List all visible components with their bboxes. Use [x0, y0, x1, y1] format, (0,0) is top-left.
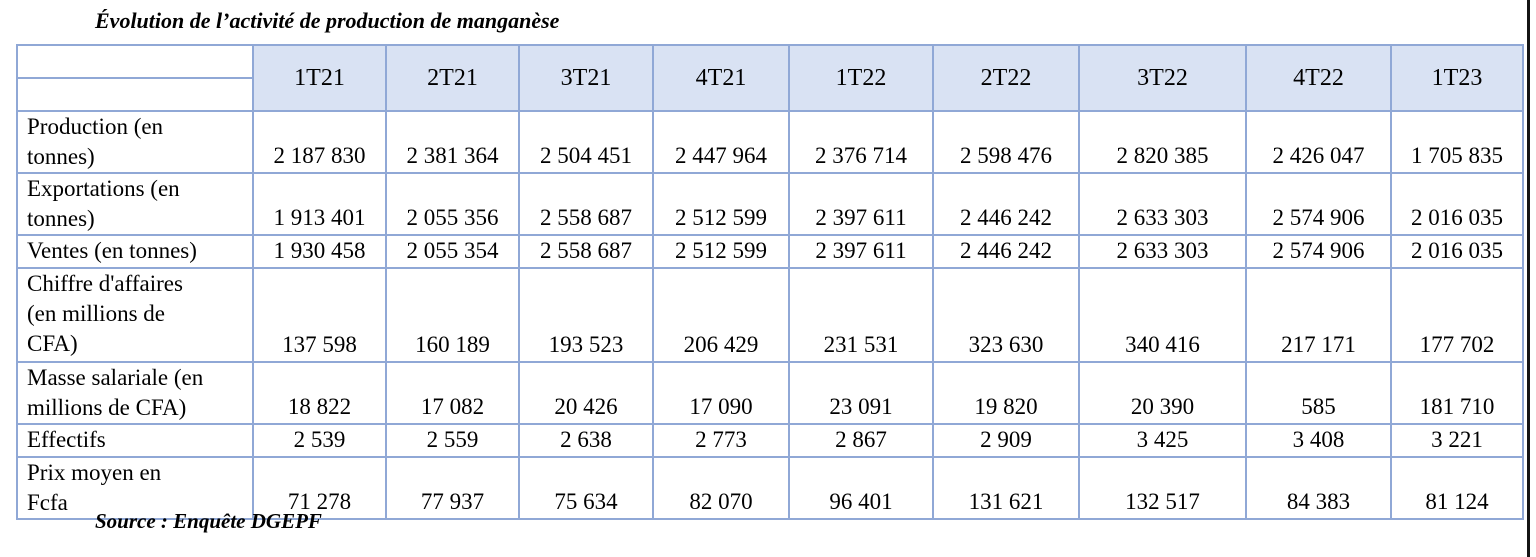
header-corner-cell-bottom: [16, 77, 254, 112]
data-cell: 2 376 714: [788, 110, 934, 174]
data-cell: 2 539: [252, 423, 387, 458]
data-cell: 3 408: [1245, 423, 1392, 458]
data-cell: 132 517: [1078, 456, 1247, 520]
data-cell: 2 016 035: [1390, 172, 1524, 236]
data-cell: 2 187 830: [252, 110, 387, 174]
data-cell: 2 446 242: [932, 172, 1080, 236]
data-cell: 20 390: [1078, 361, 1247, 425]
data-cell: 131 621: [932, 456, 1080, 520]
row-label: Chiffre d'affaires (en millions de CFA): [16, 267, 254, 363]
page-edge-divider: [1527, 0, 1530, 557]
data-cell: 2 773: [652, 423, 790, 458]
data-cell: 77 937: [385, 456, 520, 520]
data-cell: 2 598 476: [932, 110, 1080, 174]
data-cell: 2 558 687: [518, 234, 654, 269]
table-row-production: Production (en tonnes) 2 187 830 2 381 3…: [16, 110, 1524, 174]
data-cell: 2 909: [932, 423, 1080, 458]
data-cell: 2 559: [385, 423, 520, 458]
data-cell: 19 820: [932, 361, 1080, 425]
data-cell: 2 426 047: [1245, 110, 1392, 174]
data-cell: 81 124: [1390, 456, 1524, 520]
row-label: Ventes (en tonnes): [16, 234, 254, 269]
data-cell: 2 055 354: [385, 234, 520, 269]
column-header-3t21: 3T21: [518, 44, 654, 112]
data-cell: 2 504 451: [518, 110, 654, 174]
data-cell: 2 638: [518, 423, 654, 458]
row-label: Production (en tonnes): [16, 110, 254, 174]
data-cell: 193 523: [518, 267, 654, 363]
manganese-production-table: 1T21 2T21 3T21 4T21 1T22 2T22 3T22 4T22 …: [16, 44, 1524, 520]
data-cell: 18 822: [252, 361, 387, 425]
data-cell: 2 447 964: [652, 110, 790, 174]
data-cell: 20 426: [518, 361, 654, 425]
table-row-ventes: Ventes (en tonnes) 1 930 458 2 055 354 2…: [16, 234, 1524, 269]
column-header-1t22: 1T22: [788, 44, 934, 112]
data-cell: 2 633 303: [1078, 172, 1247, 236]
data-cell: 96 401: [788, 456, 934, 520]
data-cell: 2 016 035: [1390, 234, 1524, 269]
data-cell: 585: [1245, 361, 1392, 425]
data-cell: 75 634: [518, 456, 654, 520]
data-cell: 340 416: [1078, 267, 1247, 363]
data-cell: 82 070: [652, 456, 790, 520]
data-cell: 2 574 906: [1245, 234, 1392, 269]
table-row-effectifs: Effectifs 2 539 2 559 2 638 2 773 2 867 …: [16, 423, 1524, 458]
column-header-4t21: 4T21: [652, 44, 790, 112]
header-corner-cell-top: [16, 44, 254, 79]
data-cell: 2 867: [788, 423, 934, 458]
data-cell: 2 446 242: [932, 234, 1080, 269]
column-header-4t22: 4T22: [1245, 44, 1392, 112]
table-row-exportations: Exportations (en tonnes) 1 913 401 2 055…: [16, 172, 1524, 236]
data-cell: 2 055 356: [385, 172, 520, 236]
data-cell: 2 574 906: [1245, 172, 1392, 236]
data-cell: 160 189: [385, 267, 520, 363]
column-header-1t23: 1T23: [1390, 44, 1524, 112]
data-cell: 2 820 385: [1078, 110, 1247, 174]
table-row-chiffre-affaires: Chiffre d'affaires (en millions de CFA) …: [16, 267, 1524, 363]
table-row-prix-moyen: Prix moyen en Fcfa 71 278 77 937 75 634 …: [16, 456, 1524, 520]
column-header-2t22: 2T22: [932, 44, 1080, 112]
data-cell: 17 090: [652, 361, 790, 425]
data-cell: 231 531: [788, 267, 934, 363]
header-row-bottom: [16, 77, 1523, 112]
data-cell: 3 425: [1078, 423, 1247, 458]
row-label: Exportations (en tonnes): [16, 172, 254, 236]
column-header-1t21: 1T21: [252, 44, 387, 112]
data-cell: 3 221: [1390, 423, 1524, 458]
data-cell: 2 397 611: [788, 172, 934, 236]
data-cell: 84 383: [1245, 456, 1392, 520]
data-cell: 1 913 401: [252, 172, 387, 236]
column-header-3t22: 3T22: [1078, 44, 1247, 112]
data-cell: 23 091: [788, 361, 934, 425]
row-label: Prix moyen en Fcfa: [16, 456, 254, 520]
data-cell: 323 630: [932, 267, 1080, 363]
data-cell: 217 171: [1245, 267, 1392, 363]
data-cell: 2 381 364: [385, 110, 520, 174]
table-row-masse-salariale: Masse salariale (en millions de CFA) 18 …: [16, 361, 1524, 425]
data-cell: 1 930 458: [252, 234, 387, 269]
data-cell: 2 397 611: [788, 234, 934, 269]
data-cell: 71 278: [252, 456, 387, 520]
column-header-2t21: 2T21: [385, 44, 520, 112]
data-cell: 2 558 687: [518, 172, 654, 236]
source-note: Source : Enquête DGEPF: [95, 509, 322, 533]
row-label: Masse salariale (en millions de CFA): [16, 361, 254, 425]
data-cell: 2 512 599: [652, 172, 790, 236]
page-title: Évolution de l’activité de production de…: [95, 8, 560, 33]
header-row-top: 1T21 2T21 3T21 4T21 1T22 2T22 3T22 4T22 …: [16, 44, 1524, 112]
data-cell: 137 598: [252, 267, 387, 363]
data-cell: 2 512 599: [652, 234, 790, 269]
data-cell: 2 633 303: [1078, 234, 1247, 269]
data-cell: 181 710: [1390, 361, 1524, 425]
data-cell: 177 702: [1390, 267, 1524, 363]
row-label: Effectifs: [16, 423, 254, 458]
data-cell: 17 082: [385, 361, 520, 425]
data-cell: 206 429: [652, 267, 790, 363]
data-cell: 1 705 835: [1390, 110, 1524, 174]
